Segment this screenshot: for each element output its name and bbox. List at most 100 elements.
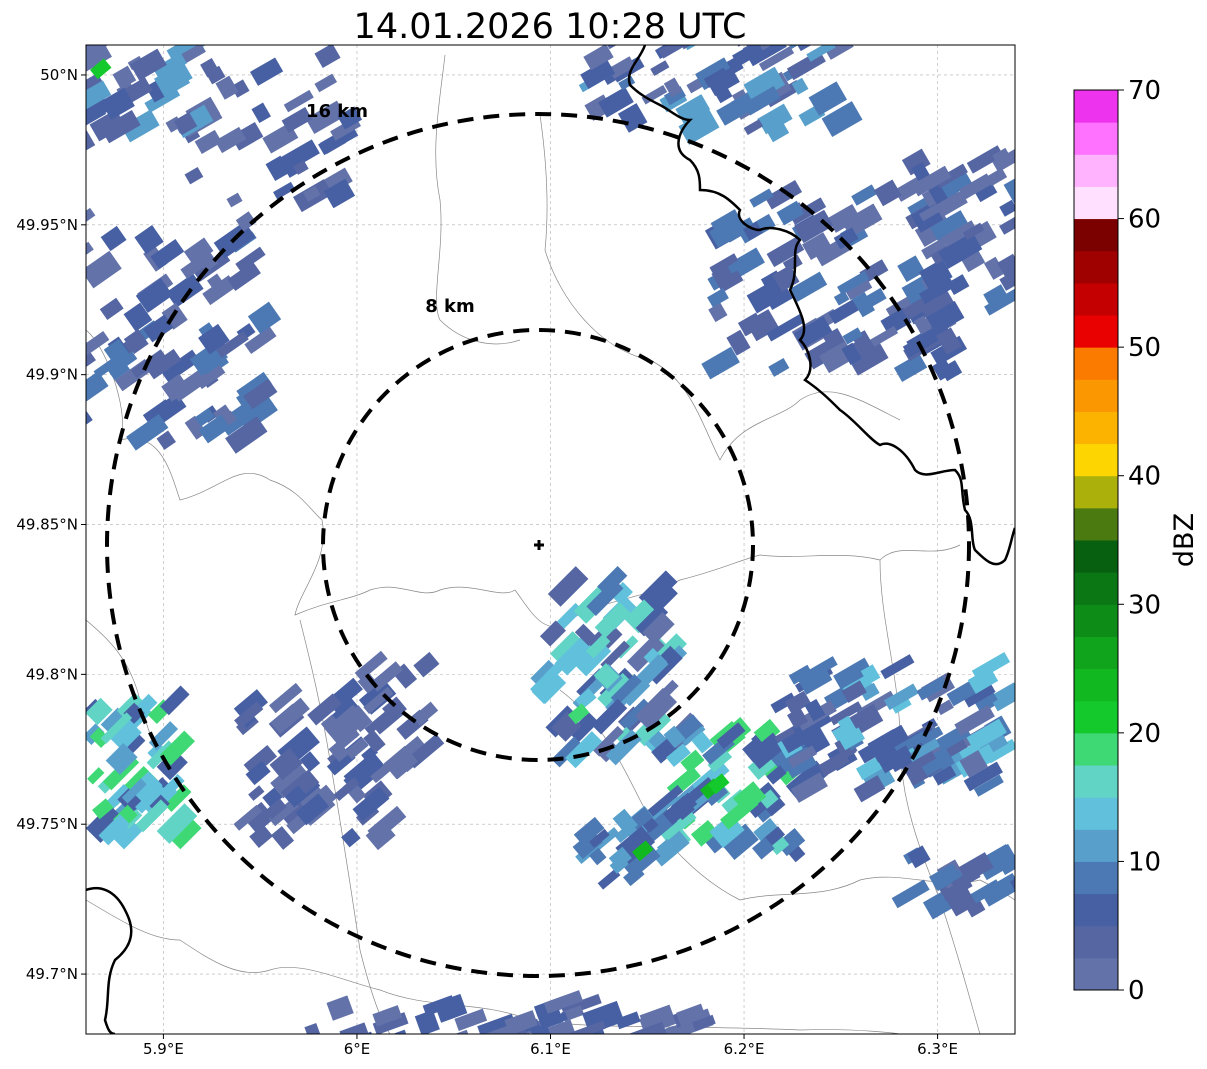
echo-cell	[867, 325, 899, 349]
echo-cell	[248, 785, 265, 801]
echo-cell	[691, 731, 714, 754]
echo-cell	[753, 718, 781, 745]
echo-cell	[787, 745, 818, 769]
echo-core	[567, 703, 590, 725]
echo-cell	[1009, 861, 1015, 896]
colorbar-tick-label: 10	[1128, 847, 1161, 877]
colorbar-band	[1074, 475, 1118, 509]
echo-cell	[651, 737, 678, 764]
echo-cell	[531, 671, 564, 704]
echo-cell	[243, 378, 278, 410]
echo-cell	[726, 329, 751, 356]
colorbar-band	[1074, 861, 1118, 895]
echo-cell	[547, 566, 589, 607]
echo-cell	[847, 703, 884, 736]
tick-label-lat: 49.85°N	[16, 516, 78, 534]
echo-cell	[583, 45, 614, 71]
echo-cell	[765, 796, 786, 817]
echo-cell	[142, 399, 173, 426]
echo-cell	[939, 168, 973, 199]
echo-cell	[934, 163, 968, 189]
echo-cell	[842, 327, 863, 345]
echo-cell	[610, 581, 633, 605]
echo-cell	[833, 290, 850, 306]
echo-cell	[926, 300, 965, 335]
tick-label-lon: 6°E	[344, 1040, 371, 1058]
echo-cell	[235, 246, 266, 273]
echo-cell	[121, 778, 147, 804]
echo-cell	[270, 760, 311, 799]
echo-cell	[762, 114, 790, 143]
echo-cell	[123, 329, 149, 355]
echo-cell	[776, 200, 805, 226]
echo-cell	[841, 680, 867, 703]
echo-cell	[596, 738, 620, 763]
echo-cell	[930, 210, 972, 247]
echo-cell	[891, 879, 930, 909]
echo-cell	[1018, 195, 1040, 216]
echo-cell	[921, 758, 942, 777]
echo-cell	[938, 232, 983, 270]
echo-cell	[205, 65, 226, 85]
echo-cell	[790, 772, 828, 803]
range-ring-16km	[105, 112, 971, 978]
echo-cell	[202, 275, 237, 306]
echo-cell	[160, 730, 195, 766]
echo-cell	[636, 654, 669, 687]
echo-cell	[597, 672, 632, 708]
echo-cell	[680, 749, 705, 774]
echo-cell	[642, 817, 659, 833]
echo-cell	[561, 1005, 585, 1022]
echo-cell	[768, 357, 790, 377]
echo-cell	[336, 727, 360, 750]
echo-cell	[103, 338, 131, 367]
echo-cell	[880, 307, 912, 336]
echo-cell	[100, 87, 135, 120]
echo-cell	[372, 1005, 403, 1027]
echo-cell	[880, 654, 915, 680]
echo-cell	[782, 254, 803, 273]
echo-cell	[766, 765, 787, 785]
echo-cell	[328, 740, 350, 762]
echo-cell	[619, 698, 652, 731]
echo-cell	[86, 207, 96, 229]
echo-cell	[586, 633, 611, 659]
echo-cell	[610, 673, 642, 706]
echo-cell	[841, 342, 862, 366]
echo-core	[708, 773, 730, 795]
echo-cell	[746, 732, 786, 770]
echo-cell	[918, 276, 956, 305]
echo-cell	[829, 701, 863, 726]
echo-cell	[708, 218, 741, 248]
echo-cell	[568, 712, 599, 743]
echo-cell	[305, 100, 346, 135]
echo-cell	[946, 888, 977, 917]
echo-cell	[587, 827, 620, 856]
echo-cell	[302, 185, 321, 202]
echo-cell	[323, 178, 356, 209]
echo-cell	[307, 693, 342, 726]
echo-cell	[701, 346, 740, 380]
echo-cell	[784, 690, 812, 715]
echo-cell	[159, 685, 190, 716]
echo-cell	[666, 743, 691, 768]
echo-cell	[597, 566, 628, 597]
echo-cell	[279, 154, 301, 178]
echo-cell	[86, 804, 125, 843]
echo-cell	[999, 208, 1015, 235]
echo-cell	[112, 65, 137, 90]
echo-cell	[658, 45, 690, 59]
echo-cell	[129, 48, 167, 81]
echo-cell	[413, 651, 440, 678]
echo-cell	[615, 1011, 641, 1030]
echo-cell	[753, 818, 779, 843]
echo-cell	[278, 797, 309, 828]
echo-cell	[743, 119, 764, 136]
colorbar-band	[1074, 379, 1118, 412]
national-border	[86, 45, 1015, 1034]
echo-cell	[921, 238, 948, 260]
echo-cell	[243, 744, 278, 777]
echo-cell	[999, 261, 1015, 291]
colorbar-band	[1074, 90, 1118, 123]
echo-cell	[929, 863, 961, 891]
